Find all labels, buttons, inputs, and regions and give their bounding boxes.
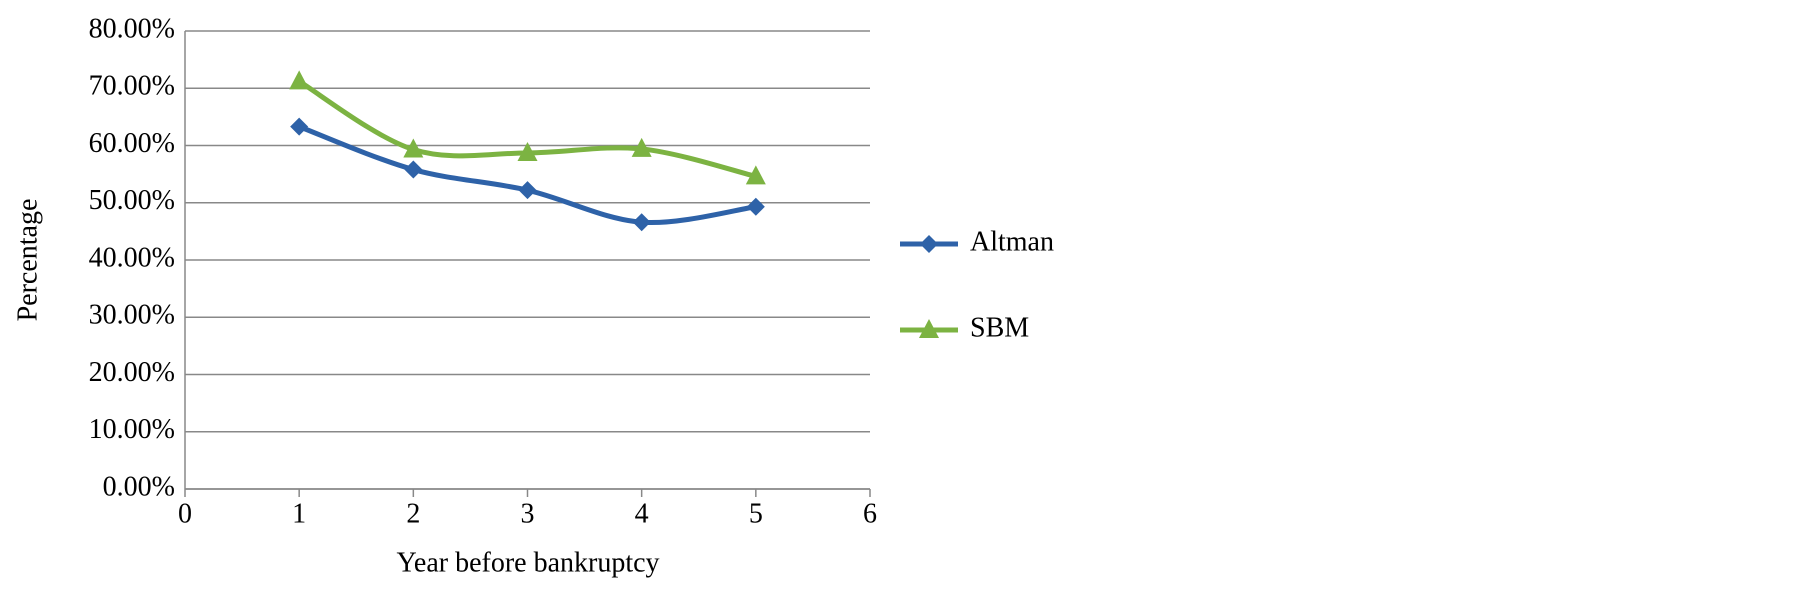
legend-marker	[919, 319, 939, 338]
y-tick-label: 80.00%	[89, 13, 175, 44]
y-tick-label: 40.00%	[89, 242, 175, 273]
x-tick-label: 5	[749, 498, 763, 529]
data-point	[290, 117, 309, 136]
y-tick-label: 20.00%	[89, 357, 175, 388]
data-point	[632, 213, 651, 232]
series-line	[297, 79, 757, 179]
y-tick-label: 50.00%	[89, 185, 175, 216]
x-axis-title: Year before bankruptcy	[396, 547, 659, 578]
y-tick-label: 10.00%	[89, 414, 175, 445]
data-point	[518, 181, 537, 200]
data-point	[746, 197, 765, 216]
y-axis-title: Percentage	[12, 199, 43, 322]
data-point	[289, 70, 310, 90]
x-tick-label: 2	[406, 498, 420, 529]
data-point	[631, 137, 652, 157]
y-tick-label: 0.00%	[103, 471, 175, 502]
x-tick-label: 0	[178, 498, 192, 529]
data-point	[404, 160, 423, 179]
legend-label: SBM	[970, 312, 1029, 343]
legend-label: Altman	[970, 226, 1054, 257]
y-tick-label: 30.00%	[89, 300, 175, 331]
y-tick-label: 60.00%	[89, 128, 175, 159]
x-tick-label: 6	[863, 498, 877, 529]
legend-marker	[920, 235, 938, 253]
data-point	[517, 141, 538, 161]
x-tick-label: 3	[521, 498, 535, 529]
data-point	[403, 138, 424, 158]
x-tick-label: 4	[635, 498, 649, 529]
data-point	[745, 165, 766, 185]
series-line	[298, 124, 757, 226]
y-tick-label: 70.00%	[89, 71, 175, 102]
x-tick-label: 1	[292, 498, 306, 529]
